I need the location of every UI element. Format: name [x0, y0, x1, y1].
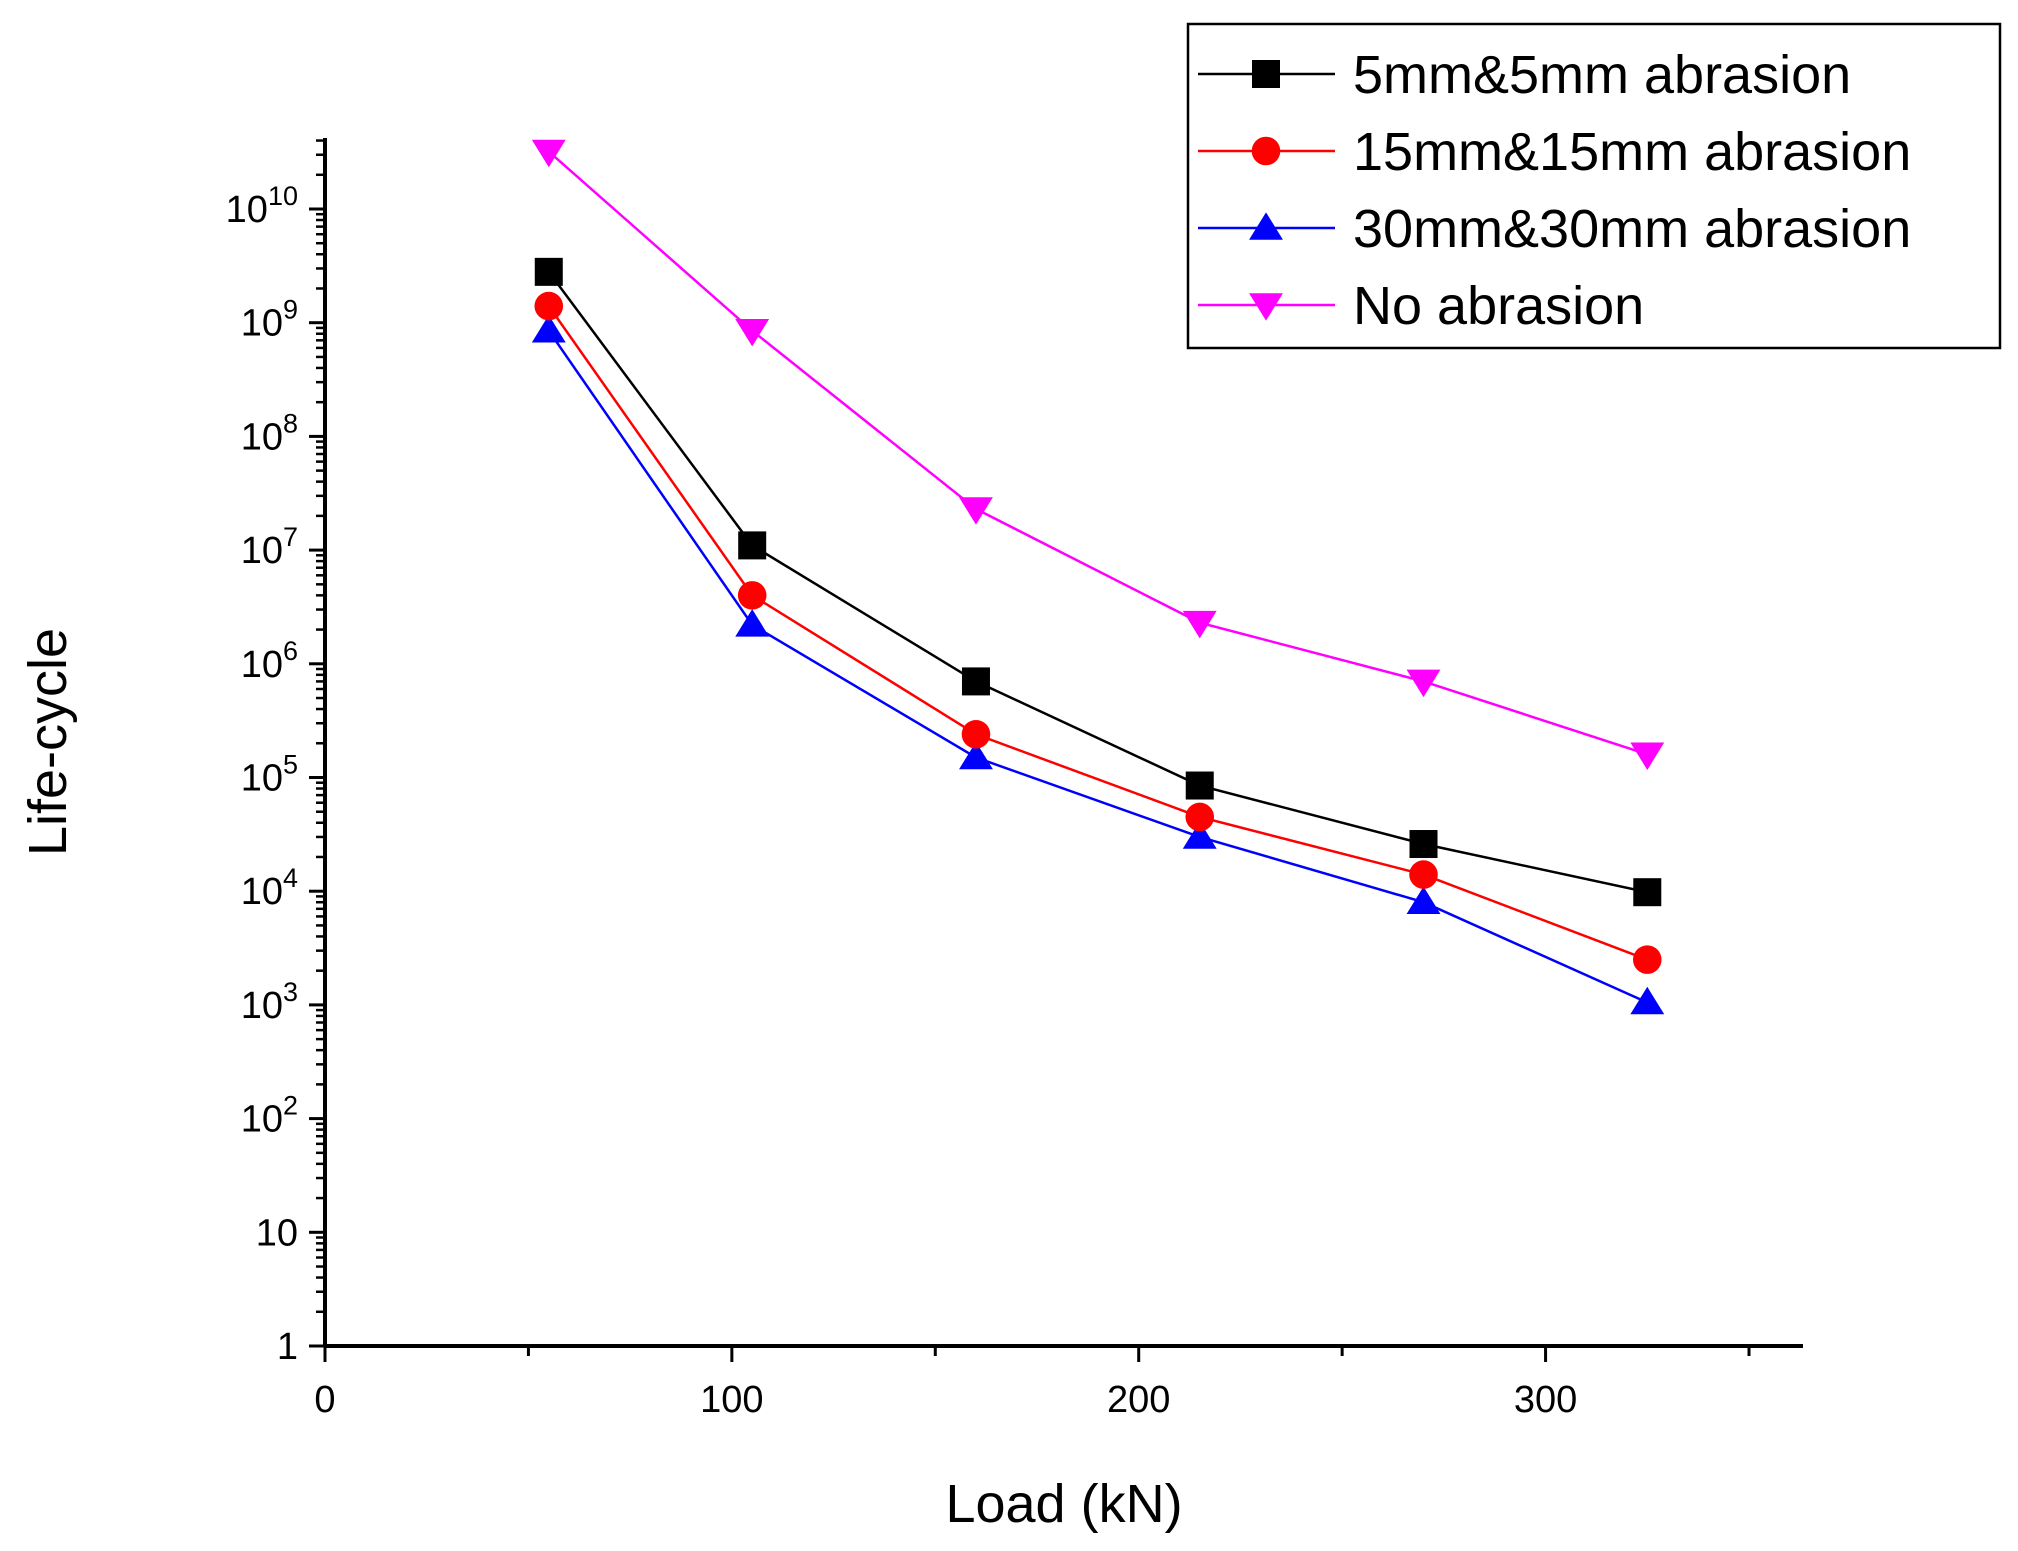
x-tick-label: 300 [1514, 1379, 1577, 1421]
legend-marker [1249, 212, 1283, 240]
data-point [1406, 886, 1441, 914]
chart-axis-titles: Load (kN) Life-cycle [18, 628, 1183, 1534]
y-tick-label: 104 [241, 863, 298, 913]
data-point [1409, 830, 1438, 859]
x-tick-label: 100 [700, 1379, 763, 1421]
legend-marker [1249, 293, 1283, 321]
legend-item: 30mm&30mm abrasion [1198, 199, 1911, 259]
series-4 [531, 139, 1665, 770]
x-axis-title: Load (kN) [945, 1474, 1182, 1534]
series-2 [534, 291, 1662, 974]
y-tick-label: 10 [256, 1212, 298, 1254]
data-point [735, 609, 770, 637]
data-point [1406, 669, 1441, 698]
y-axis-title: Life-cycle [18, 628, 78, 856]
data-point [534, 257, 563, 286]
chart-ticks: 0 100 200 300 1 10 102 103 104 105 106 107 108 109 101… [226, 139, 1751, 1421]
data-point [531, 139, 566, 168]
legend-item: 15mm&15mm abrasion [1198, 122, 1911, 182]
y-tick-label: 102 [241, 1091, 298, 1141]
legend-marker [1251, 136, 1281, 166]
data-point [959, 497, 993, 525]
data-point [1633, 945, 1662, 974]
chart-series-layer [531, 139, 1665, 1015]
chart-legend: 5mm&5mm abrasion 15mm&15mm abrasion 30mm&3… [1186, 22, 2002, 350]
legend-label: 15mm&15mm abrasion [1353, 122, 1911, 182]
x-tick-label: 0 [314, 1379, 335, 1421]
y-tick-label: 1010 [226, 181, 298, 231]
legend-box [1186, 22, 2002, 350]
series-line [547, 305, 1648, 961]
legend-label: 30mm&30mm abrasion [1353, 199, 1911, 259]
data-point [737, 581, 767, 610]
data-point [531, 315, 566, 343]
data-point [961, 719, 991, 749]
legend-label: 5mm&5mm abrasion [1353, 45, 1851, 105]
legend-item: 5mm&5mm abrasion [1198, 45, 1851, 105]
data-point [738, 531, 767, 560]
x-tick-label: 200 [1107, 1379, 1170, 1421]
series-line [547, 271, 1648, 894]
data-point [534, 291, 564, 321]
legend-label: No abrasion [1353, 276, 1644, 336]
data-point [1630, 986, 1665, 1015]
data-point [1409, 860, 1438, 889]
series-line [547, 150, 1648, 756]
y-tick-label: 109 [241, 295, 298, 345]
legend-item: No abrasion [1198, 276, 1644, 336]
data-point [735, 318, 770, 347]
data-point [1633, 878, 1662, 907]
y-tick-label: 106 [241, 636, 298, 686]
data-point [959, 741, 993, 770]
series-3 [531, 315, 1665, 1015]
legend-marker [1252, 60, 1280, 88]
data-point [1185, 771, 1214, 800]
data-point [1182, 821, 1217, 849]
y-tick-label: 105 [241, 750, 298, 800]
series-1 [534, 257, 1662, 907]
y-tick-label: 108 [241, 408, 298, 458]
data-point [1182, 610, 1217, 639]
data-point [1630, 742, 1665, 770]
data-point [961, 667, 990, 696]
data-point [1185, 802, 1215, 832]
y-tick-label: 107 [241, 522, 298, 572]
y-tick-label: 103 [241, 977, 298, 1027]
series-line [547, 330, 1648, 1004]
y-tick-label: 1 [277, 1326, 298, 1368]
